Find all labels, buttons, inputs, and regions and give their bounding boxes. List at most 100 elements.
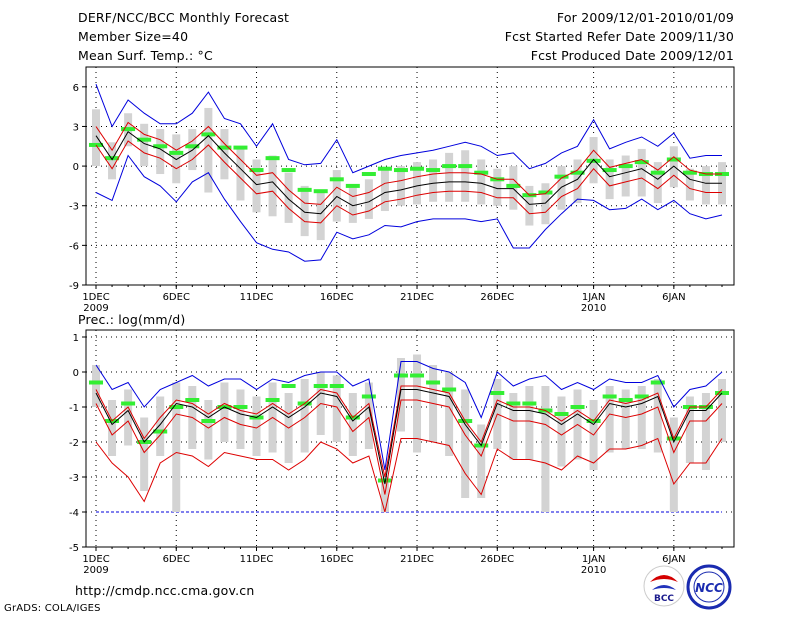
temp-median-19 [377, 166, 392, 171]
prec-box-8 [204, 400, 213, 460]
temp-median-18 [361, 172, 376, 177]
temp-box-24 [461, 150, 470, 202]
temp-xtick-label: 21DEC [400, 292, 434, 303]
temp-median-22 [426, 168, 441, 173]
prec-mean-line [95, 389, 723, 485]
prec-box-21 [413, 354, 422, 453]
temp-box-19 [380, 168, 389, 212]
temp-median-13 [281, 168, 296, 173]
ncc-logo-inner [693, 571, 725, 603]
temp-median-24 [458, 164, 473, 169]
temp-box-12 [268, 155, 277, 217]
temp-median-7 [185, 144, 200, 149]
temp-xtick-label: 1JAN [582, 292, 605, 303]
prec-median-15 [313, 384, 328, 388]
prec-box-38 [685, 396, 694, 463]
prec-box-34 [621, 389, 630, 449]
temp-lower-spread-line [95, 140, 722, 224]
prec-box-11 [252, 396, 261, 456]
prec-frame [85, 329, 735, 548]
prec-ytick-label: -3 [69, 473, 79, 484]
prec-ytick-label: 0 [73, 368, 79, 379]
ncc-logo: NCC [686, 564, 732, 610]
temp-median-14 [297, 187, 312, 192]
temp-box-15 [316, 192, 325, 241]
temp-ytick-label: -3 [69, 202, 79, 213]
prec-box-37 [669, 417, 678, 512]
prec-box-30 [557, 396, 566, 467]
temp-xtick-year: 2009 [83, 303, 108, 314]
temp-median-36 [650, 170, 665, 175]
prec-median-7 [185, 398, 200, 402]
temp-box-26 [493, 168, 502, 206]
prec-box-29 [541, 386, 550, 512]
temp-median-4 [137, 137, 152, 142]
prec-ytick-label: -1 [69, 403, 79, 414]
temp-box-22 [429, 159, 438, 202]
prec-xtick-label: 6DEC [163, 554, 190, 565]
temp-box-2 [108, 142, 117, 180]
temp-box-33 [605, 159, 614, 200]
source-url: http://cmdp.ncc.cma.gov.cn [75, 583, 255, 598]
prec-upper-spread-line [95, 385, 723, 478]
temp-xtick-label: 16DEC [320, 292, 354, 303]
temp-median-33 [602, 168, 617, 173]
temp-box-4 [140, 123, 149, 167]
prec-box-27 [509, 393, 518, 460]
prec-median-36 [650, 380, 665, 385]
temp-median-10 [233, 145, 248, 150]
prec-median-19 [377, 478, 392, 483]
temp-xtick-label: 1DEC [82, 292, 109, 303]
temp-median-31 [570, 170, 585, 175]
temp-frame [85, 66, 735, 286]
temp-xtick-label: 26DEC [480, 292, 514, 303]
temp-box-13 [284, 172, 293, 223]
temp-box-14 [300, 185, 309, 237]
prec-box-33 [605, 386, 614, 453]
prec-box-3 [124, 389, 133, 446]
prec-median-33 [602, 394, 617, 399]
temp-ytick-label: 0 [73, 162, 79, 173]
temp-box-34 [621, 155, 630, 197]
prec-box-35 [637, 386, 646, 449]
prec-max-line [95, 361, 723, 471]
temp-median-12 [265, 156, 280, 161]
temp-median-20 [393, 168, 408, 173]
temp-median-38 [682, 170, 697, 175]
prec-box-4 [140, 417, 149, 491]
prec-xtick-label: 1DEC [82, 554, 109, 565]
temp-median-37 [666, 157, 681, 162]
prec-median-10 [233, 405, 248, 409]
prec-box-2 [108, 400, 117, 456]
temp-box-29 [541, 183, 550, 225]
forecast-period-label: For 2009/12/01-2010/01/09 [556, 10, 734, 25]
prec-median-23 [442, 387, 457, 392]
logos: BCC NCC [643, 564, 732, 610]
prec-xtick-year: 2010 [581, 565, 606, 576]
temp-median-23 [442, 164, 457, 169]
bcc-logo: BCC [643, 565, 685, 607]
prec-median-12 [265, 398, 280, 402]
temp-box-9 [220, 129, 229, 180]
prec-box-9 [220, 382, 229, 442]
temp-box-38 [685, 168, 694, 201]
prec-ytick-label: -4 [69, 508, 79, 519]
temp-box-6 [172, 134, 181, 184]
temp-xtick-label: 6DEC [163, 292, 190, 303]
temp-median-11 [249, 168, 264, 173]
precip-panel-title: Prec.: log(mm/d) [78, 312, 186, 327]
prec-ytick-label: 1 [73, 333, 79, 344]
temp-box-21 [413, 162, 422, 205]
prec-median-22 [426, 380, 441, 385]
temp-median-5 [153, 144, 168, 149]
temp-box-18 [364, 179, 373, 219]
temp-box-10 [236, 146, 245, 201]
temp-ytick-label: -6 [69, 241, 79, 252]
prec-xtick-label: 26DEC [480, 554, 514, 565]
prec-box-40 [718, 379, 726, 442]
member-size-label: Member Size=40 [78, 29, 189, 44]
temp-median-1 [89, 142, 103, 147]
prec-xtick-label: 6JAN [662, 554, 685, 565]
